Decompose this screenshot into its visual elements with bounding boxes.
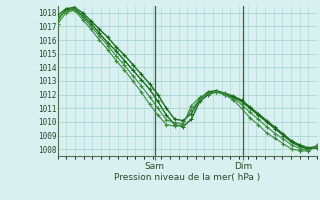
X-axis label: Pression niveau de la mer( hPa ): Pression niveau de la mer( hPa ) [114,173,260,182]
